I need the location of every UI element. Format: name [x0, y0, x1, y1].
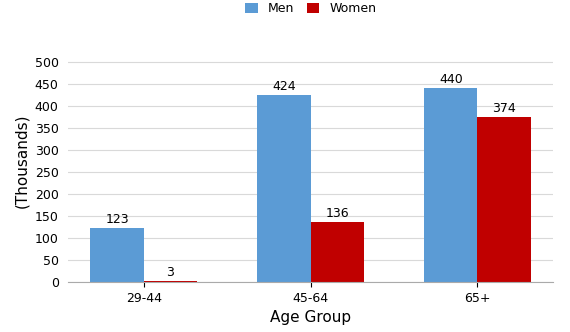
Bar [478, 118, 531, 282]
Text: 3: 3 [166, 266, 174, 279]
Y-axis label: (Thousands): (Thousands) [14, 114, 29, 208]
Bar [91, 228, 144, 282]
Text: 136: 136 [325, 207, 349, 220]
Text: 123: 123 [105, 213, 129, 226]
Text: 374: 374 [492, 102, 516, 115]
Bar [311, 222, 364, 282]
X-axis label: Age Group: Age Group [270, 310, 351, 325]
Text: 424: 424 [272, 80, 296, 93]
Text: 440: 440 [439, 73, 463, 86]
Bar [257, 95, 311, 282]
Bar [424, 88, 478, 282]
Legend: Men, Women: Men, Women [245, 2, 376, 16]
Bar [144, 281, 197, 282]
